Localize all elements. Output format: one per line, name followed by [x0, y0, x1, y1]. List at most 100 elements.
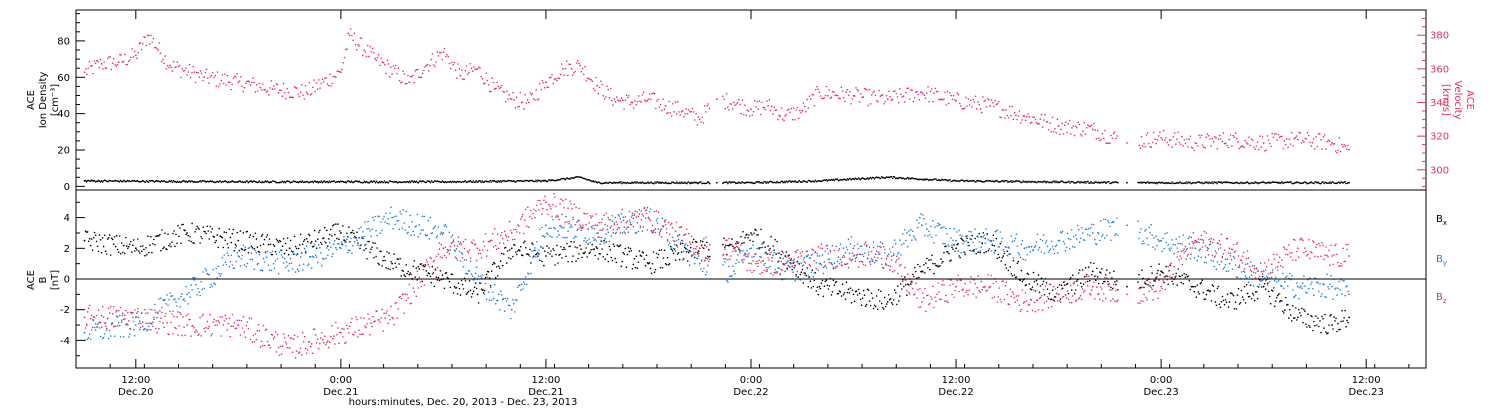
- data-point: [820, 282, 823, 284]
- data-point: [523, 108, 525, 110]
- data-point: [813, 279, 816, 282]
- data-point: [898, 251, 900, 254]
- data-point: [945, 227, 947, 230]
- data-point: [1150, 223, 1152, 226]
- data-point: [471, 292, 474, 295]
- data-point: [625, 266, 628, 269]
- data-point: [669, 112, 672, 114]
- data-point: [568, 220, 570, 223]
- data-point: [180, 76, 182, 79]
- data-point: [612, 104, 614, 106]
- data-point: [498, 87, 501, 89]
- data-point: [1171, 239, 1173, 241]
- data-point: [686, 182, 688, 185]
- data-point: [274, 331, 277, 333]
- data-point: [837, 292, 840, 295]
- data-point: [128, 336, 130, 338]
- data-point: [360, 226, 362, 228]
- data-point: [1078, 123, 1081, 126]
- data-point: [1056, 286, 1059, 289]
- data-point: [768, 249, 770, 251]
- data-point: [118, 235, 121, 237]
- data-point: [438, 242, 441, 244]
- data-point: [949, 179, 951, 181]
- data-point: [493, 262, 496, 265]
- data-point: [1100, 138, 1103, 141]
- data-point: [988, 247, 990, 250]
- data-point: [893, 176, 896, 178]
- data-point: [1163, 281, 1165, 284]
- data-point: [1059, 133, 1061, 136]
- data-point: [1335, 287, 1337, 289]
- data-point: [1188, 138, 1190, 140]
- data-point: [839, 243, 842, 245]
- data-point: [446, 54, 448, 56]
- data-point: [1117, 289, 1119, 291]
- data-point: [165, 303, 167, 305]
- data-point: [102, 245, 105, 248]
- data-point: [932, 262, 934, 265]
- data-point: [918, 276, 920, 279]
- data-point: [481, 274, 484, 276]
- data-point: [1310, 314, 1312, 317]
- data-point: [817, 88, 819, 91]
- data-point: [425, 64, 428, 67]
- data-point: [1323, 283, 1325, 286]
- data-point: [960, 237, 962, 240]
- data-point: [374, 242, 376, 244]
- data-point: [636, 101, 639, 103]
- data-point: [351, 231, 353, 234]
- data-point: [134, 335, 136, 337]
- data-point: [611, 99, 613, 102]
- data-point: [886, 301, 889, 303]
- data-point: [345, 48, 347, 51]
- data-point: [630, 101, 633, 104]
- data-point: [781, 250, 783, 253]
- data-point: [1327, 286, 1329, 288]
- data-point: [839, 97, 841, 100]
- data-point: [1256, 297, 1259, 300]
- data-point: [1318, 290, 1320, 293]
- data-point: [248, 317, 251, 319]
- data-point: [1015, 114, 1017, 117]
- data-point: [776, 240, 778, 243]
- data-point: [293, 85, 296, 88]
- data-point: [772, 245, 774, 247]
- data-point: [247, 327, 250, 330]
- data-point: [655, 107, 657, 110]
- data-point: [299, 91, 302, 94]
- data-point: [240, 319, 243, 322]
- data-point: [273, 267, 276, 270]
- data-point: [784, 270, 787, 273]
- data-point: [429, 181, 432, 184]
- data-point: [518, 105, 520, 108]
- data-point: [140, 48, 143, 51]
- data-point: [175, 301, 177, 304]
- data-point: [471, 275, 474, 278]
- data-point: [419, 76, 422, 79]
- data-point: [1065, 246, 1068, 249]
- data-point: [95, 314, 98, 317]
- data-point: [941, 262, 943, 264]
- data-point: [545, 255, 547, 257]
- data-point: [945, 104, 948, 106]
- data-point: [278, 239, 281, 242]
- data-point: [1110, 134, 1112, 137]
- data-point: [693, 262, 696, 265]
- data-point: [331, 235, 333, 237]
- data-point: [438, 279, 441, 282]
- data-point: [972, 98, 974, 101]
- data-point: [433, 285, 436, 288]
- data-point: [1327, 139, 1330, 141]
- data-point: [812, 275, 815, 278]
- data-point: [262, 83, 264, 85]
- data-point: [464, 280, 467, 282]
- data-point: [536, 180, 538, 183]
- data-point: [137, 52, 139, 54]
- data-point: [297, 352, 300, 355]
- data-point: [241, 248, 244, 251]
- data-point: [1035, 279, 1038, 282]
- data-point: [897, 101, 900, 104]
- data-point: [1288, 317, 1290, 320]
- data-point: [478, 66, 480, 68]
